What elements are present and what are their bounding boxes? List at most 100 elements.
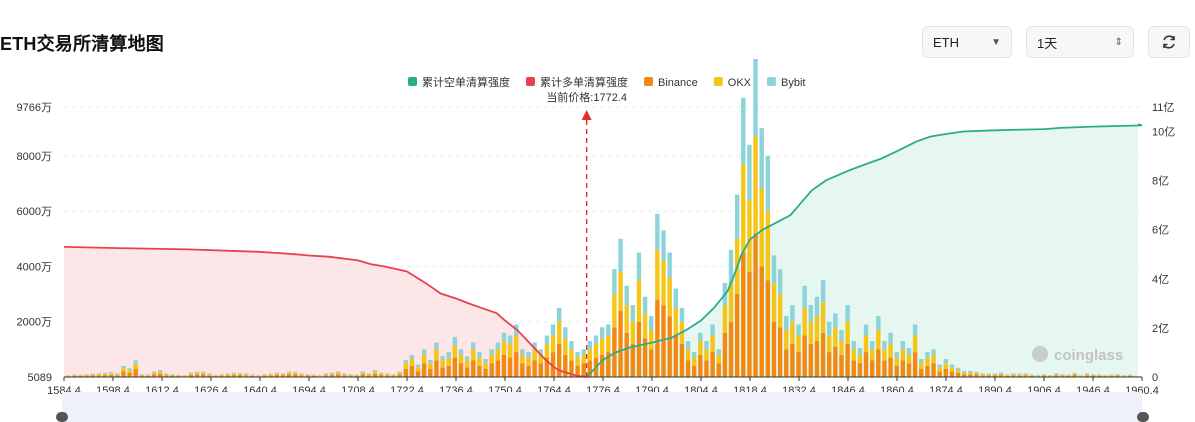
bar-binance [286,374,292,377]
bar-binance [796,352,801,377]
bar-bybit [753,59,758,137]
bar-binance [403,368,408,377]
bar-bybit [397,371,402,373]
bar-bybit [563,327,568,339]
bar-binance [280,375,286,377]
refresh-button[interactable] [1148,26,1190,58]
bar-okx [66,375,71,377]
bar-binance [734,294,740,377]
bar-binance [213,375,218,377]
bar-bybit [354,374,359,376]
legend-label: 累计空单清算强度 [422,75,510,89]
coin-select[interactable]: ETH ▼ [922,26,1012,58]
bar-binance [845,343,850,377]
bar-okx [845,321,850,344]
bar-okx [747,200,752,272]
bar-okx [1047,375,1053,377]
bar-binance [722,332,728,377]
bar-bybit [790,305,795,322]
bar-binance [704,360,709,377]
bar-okx [250,375,255,376]
bar-okx [550,335,556,353]
zoom-handle-right[interactable] [1137,412,1149,422]
bar-binance [483,368,488,377]
bar-binance [814,341,820,377]
bar-okx [225,374,230,376]
bar-binance [84,375,89,377]
bar-binance [802,335,807,377]
bar-okx [305,374,310,376]
bar-binance [1017,375,1022,377]
legend-label: 累计多单清算强度 [540,75,628,89]
bar-binance [556,343,562,377]
bar-binance [72,375,77,377]
bar-bybit [587,341,593,350]
zoom-handle-left[interactable] [56,412,68,422]
bar-bybit [1017,373,1022,375]
bar-binance [489,363,494,377]
y-left-tick-label: 5089 [28,372,52,384]
bar-binance [624,332,629,377]
legend-swatch [526,77,535,86]
period-select[interactable]: 1天 ⇕ [1026,26,1134,58]
bar-binance [336,374,341,377]
bar-binance [446,365,451,377]
bar-bybit [231,372,237,374]
bar-okx [440,360,445,368]
bar-binance [78,375,83,377]
bar-okx [1127,375,1133,376]
bar-okx [176,375,181,376]
bar-binance [888,357,893,377]
bar-binance [237,375,243,377]
bar-binance [225,375,230,377]
bar-okx [1004,375,1010,376]
bar-binance [170,375,175,377]
bar-bybit [685,341,691,350]
bar-bybit [96,373,102,375]
bar-binance [415,371,421,377]
bar-bybit [385,373,390,375]
bar-okx [784,329,789,350]
bar-okx [974,372,979,375]
bar-bybit [1109,374,1114,376]
legend-swatch [644,77,653,86]
bar-binance [937,371,942,377]
bar-binance [293,374,298,377]
bar-binance [968,374,973,377]
bar-okx [642,313,648,339]
bar-binance [145,375,151,377]
bar-bybit [1011,373,1016,375]
bar-binance [667,316,672,377]
bar-bybit [293,371,298,373]
bar-bybit [1097,374,1102,376]
y-left-tick-label: 8000万 [17,151,52,163]
bar-binance [661,305,666,377]
bar-okx [1035,375,1041,377]
bar-binance [151,374,157,377]
bar-okx [78,375,83,376]
bar-bybit [962,370,967,373]
bar-binance [372,373,378,377]
bar-bybit [544,335,550,344]
bar-okx [280,373,286,376]
bar-okx [1066,375,1071,376]
bar-bybit [133,360,138,364]
bar-okx [968,372,973,375]
zoom-scrollbar[interactable] [62,392,1142,422]
bar-bybit [569,341,574,350]
bar-okx [243,374,249,376]
bar-okx [728,282,734,322]
current-price-annotation: 当前价格:1772.4 [546,90,627,377]
bar-binance [1060,375,1065,377]
bar-binance [127,372,132,377]
bar-bybit [158,370,163,372]
bar-binance [833,346,838,377]
bar-bybit [894,352,899,358]
bar-bybit [286,371,292,373]
bar-binance [458,363,464,377]
bar-okx [409,359,415,366]
bar-bybit [1127,374,1133,376]
bar-okx [354,375,359,376]
bar-okx [378,373,384,375]
bar-bybit [501,332,507,342]
